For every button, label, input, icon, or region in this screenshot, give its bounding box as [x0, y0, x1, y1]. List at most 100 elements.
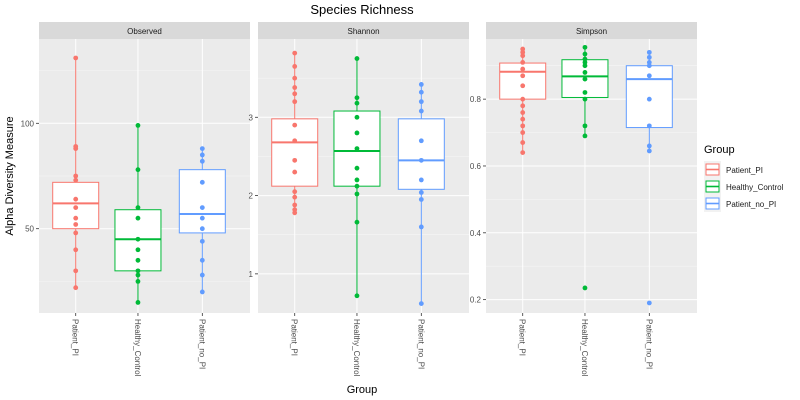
data-point	[520, 59, 526, 65]
data-point	[199, 152, 205, 158]
legend-entry: Patient_PI	[704, 161, 763, 178]
data-point	[73, 285, 79, 291]
data-point	[354, 191, 360, 197]
y-tick-label: 0.6	[470, 162, 482, 171]
facet-strip	[486, 22, 697, 39]
facet-strip	[39, 22, 250, 39]
data-point	[520, 96, 526, 102]
box-patient-pi	[52, 55, 100, 291]
panel-simpson: Simpson 0.2 0.4 0.6 0.8 Patient_PI Healthy_Con…	[470, 22, 697, 377]
data-point	[520, 73, 526, 79]
data-point	[520, 103, 526, 109]
data-point	[354, 146, 360, 152]
data-point	[292, 99, 298, 105]
data-point	[520, 140, 526, 145]
data-point	[418, 82, 424, 87]
data-point	[199, 215, 205, 221]
data-point	[199, 226, 205, 232]
data-point	[646, 49, 652, 55]
data-point	[199, 146, 205, 152]
data-point	[418, 224, 424, 230]
data-point	[292, 75, 298, 81]
data-point	[646, 63, 652, 69]
x-axis-title: Group	[347, 384, 378, 396]
data-point	[73, 247, 79, 253]
data-point	[354, 165, 360, 171]
data-point	[582, 133, 588, 139]
data-point	[582, 123, 588, 129]
data-point	[292, 157, 298, 163]
data-point	[354, 100, 360, 106]
x-tick-label: Patient_PI	[518, 319, 527, 356]
data-point	[73, 230, 79, 236]
data-point	[73, 173, 79, 179]
data-point	[582, 76, 588, 82]
data-point	[520, 66, 526, 72]
legend-entry: Healthy_Control	[704, 178, 784, 195]
data-point	[199, 257, 205, 263]
data-point	[582, 90, 588, 95]
data-point	[582, 285, 588, 291]
y-tick-label: 50	[25, 225, 34, 234]
data-point	[199, 179, 205, 185]
data-point	[292, 64, 298, 69]
box-patient-pi	[271, 50, 319, 216]
y-tick-label: 3	[249, 113, 254, 122]
x-tick-label: Healthy_Control	[133, 319, 142, 377]
data-point	[199, 272, 205, 278]
legend-title: Group	[704, 144, 735, 156]
data-point	[520, 83, 526, 89]
facet-strip	[258, 22, 469, 39]
data-point	[199, 289, 205, 295]
data-point	[354, 177, 360, 183]
y-tick-label: 0.4	[470, 229, 482, 238]
data-point	[135, 300, 141, 305]
data-point	[199, 158, 205, 164]
data-point	[73, 146, 79, 152]
data-point	[73, 215, 79, 221]
data-point	[292, 50, 298, 56]
data-point	[520, 49, 526, 55]
data-point	[582, 51, 588, 57]
box-patient-no-pi	[625, 49, 673, 306]
data-point	[135, 205, 141, 211]
data-point	[292, 202, 298, 208]
data-point	[135, 268, 141, 274]
y-tick-label: 2	[249, 192, 254, 201]
data-point	[135, 247, 141, 253]
data-point	[646, 123, 652, 129]
box-patient-pi	[499, 46, 547, 156]
data-point	[73, 205, 79, 211]
facet-strip-label: Observed	[127, 27, 162, 36]
data-point	[292, 85, 298, 90]
y-tick-label: 0.8	[470, 95, 482, 104]
y-axis-title: Alpha Diversity Measure	[4, 116, 16, 235]
data-point	[354, 219, 360, 225]
data-point	[646, 148, 652, 154]
data-point	[582, 44, 588, 50]
data-point	[582, 70, 588, 75]
data-point	[646, 96, 652, 102]
y-tick-label: 0.2	[470, 296, 482, 305]
data-point	[418, 190, 424, 195]
x-tick-label: Healthy_Control	[580, 319, 589, 377]
data-point	[292, 91, 298, 97]
data-point	[520, 116, 526, 122]
data-point	[73, 196, 79, 202]
data-point	[135, 215, 141, 221]
data-point	[418, 99, 424, 105]
data-point	[199, 238, 205, 244]
data-point	[292, 138, 298, 144]
data-point	[73, 177, 79, 183]
data-point	[354, 183, 360, 189]
chart-title: Species Richness	[310, 2, 414, 17]
data-point	[135, 167, 141, 173]
data-point	[135, 123, 141, 128]
data-point	[646, 300, 652, 306]
legend: Group Patient_PI Healthy_Control Patient_no…	[704, 144, 784, 212]
data-point	[582, 63, 588, 69]
box-iqr	[271, 118, 319, 187]
box-patient-no-pi	[178, 146, 226, 295]
data-point	[73, 268, 79, 274]
data-point	[135, 272, 141, 278]
